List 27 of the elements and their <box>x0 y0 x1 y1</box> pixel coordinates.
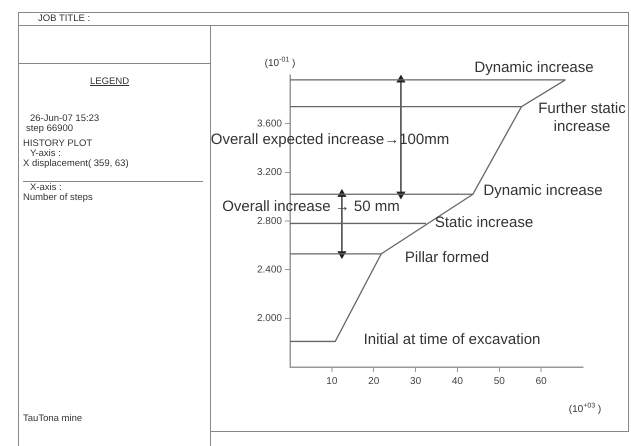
y-tick-label: 3.200 <box>256 167 282 178</box>
text: TauTona mine <box>23 413 82 424</box>
text: step 66900 <box>26 123 74 134</box>
x-tick-label: 40 <box>452 376 464 387</box>
annotation: Further static increase <box>538 100 626 136</box>
text: HISTORY PLOT <box>23 138 92 149</box>
x-tick-label: 60 <box>536 376 548 387</box>
text: X displacement( 359, 63) <box>23 158 129 169</box>
annotation: Dynamic increase <box>474 59 594 76</box>
text: Number of steps <box>23 192 93 203</box>
text: X-axis : <box>30 182 62 193</box>
y-tick-label: 2.000 <box>256 313 282 324</box>
annotation: Pillar formed <box>404 249 490 266</box>
x-tick-label: 20 <box>368 376 380 387</box>
annotation: Static increase <box>434 214 534 232</box>
y-tick-label: 2.800 <box>256 216 282 227</box>
y-tick-label: 3.600 <box>256 118 282 130</box>
text: 26-Jun-07 15:23 <box>30 113 100 124</box>
x-tick-label: 10 <box>326 376 338 387</box>
text: LEGEND <box>90 76 130 87</box>
y-tick-label: 2.400 <box>256 264 282 276</box>
x-tick-label: 50 <box>494 376 506 387</box>
annotation: Initial at time of excavation <box>364 331 540 348</box>
text: JOB TITLE : <box>38 13 90 24</box>
annotation: Dynamic increase <box>483 182 603 200</box>
x-tick-label: 30 <box>410 376 422 387</box>
text: Y-axis : <box>30 148 61 159</box>
